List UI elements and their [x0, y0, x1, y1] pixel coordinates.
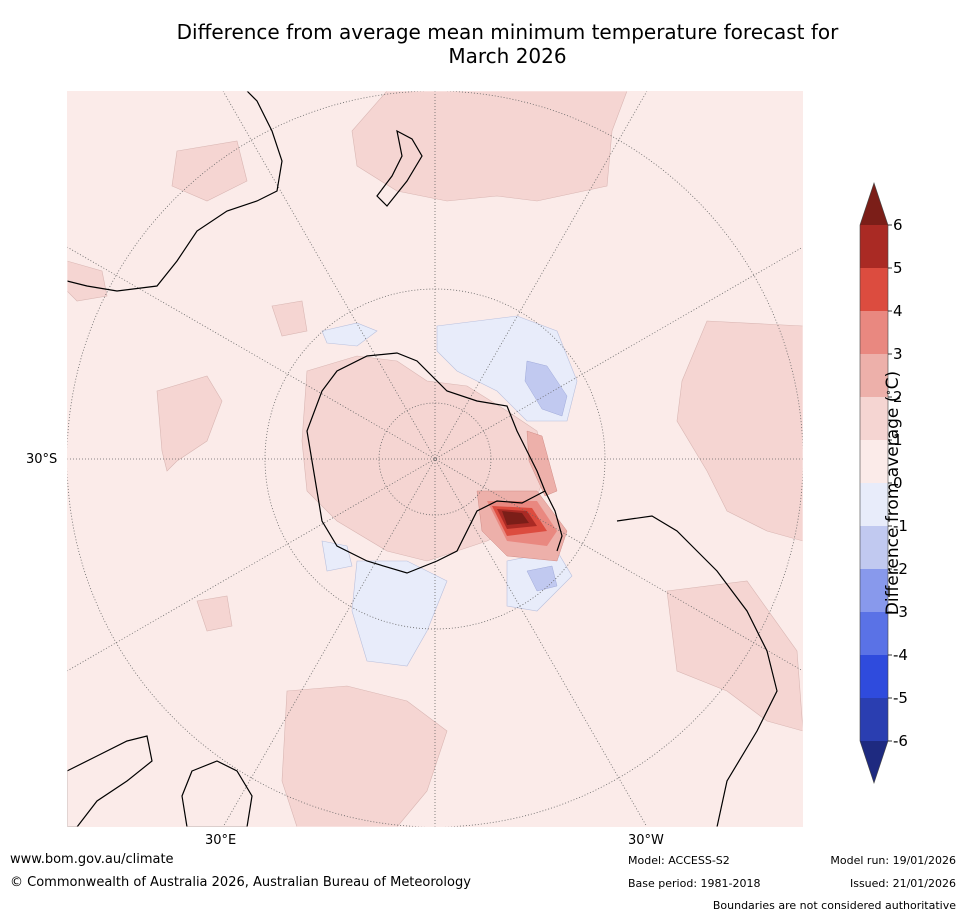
colorbar-tick-label: 0 — [893, 474, 903, 492]
coastline-antarctica — [306, 352, 546, 574]
negative-region-weddell — [351, 560, 448, 667]
colorbar-tick-label: 2 — [893, 388, 903, 406]
colorbar-tick-label: -4 — [893, 646, 908, 664]
lon-label-30w: 30°W — [628, 833, 664, 848]
chart-title: Difference from average mean minimum tem… — [60, 20, 955, 68]
model-run-text: Model run: 19/01/2026 — [830, 854, 956, 867]
colorbar-tick-label: -1 — [893, 517, 908, 535]
disclaimer-text: Boundaries are not considered authoritat… — [712, 899, 956, 912]
colorbar-segment — [860, 698, 888, 741]
colorbar-tick-label: -3 — [893, 603, 908, 621]
forecast-map — [66, 90, 804, 828]
anomaly-region-small-2 — [67, 260, 108, 302]
anomaly-region-nz — [351, 91, 628, 202]
anomaly-region-south-america — [666, 580, 803, 732]
graticule — [67, 91, 803, 827]
anomaly-region-indian-ocean — [156, 375, 223, 472]
colorbar-segment — [860, 268, 888, 311]
colorbar-tick-label: 3 — [893, 345, 903, 363]
lat-label-30s: 30°S — [26, 452, 58, 467]
meridian-330 — [222, 91, 648, 827]
issued-text: Issued: 21/01/2026 — [849, 877, 956, 890]
anomaly-1-to-2-regions — [67, 91, 803, 827]
peninsula-strip — [526, 430, 558, 497]
colorbar-segment — [860, 397, 888, 440]
colorbar-segment — [860, 569, 888, 612]
colorbar-segment — [860, 526, 888, 569]
coastline-australia — [67, 91, 283, 292]
colorbar-svg: 6 5 4 3 2 1 0 -1 -2 -3 -4 -5 -6 — [859, 182, 908, 784]
colorbar-segment — [860, 354, 888, 397]
anomaly-region-west-australia — [171, 140, 248, 202]
title-line-2: March 2026 — [448, 44, 567, 68]
coastline-madagascar — [181, 760, 253, 827]
colorbar-segment — [860, 483, 888, 526]
negative-region-small — [321, 540, 353, 572]
colorbar-extend-high — [860, 183, 888, 225]
minus-region-drake — [524, 360, 568, 417]
title-line-1: Difference from average mean minimum tem… — [176, 20, 839, 44]
anomaly-region-small-3 — [196, 595, 233, 632]
anomaly-region-small-1 — [271, 300, 308, 337]
coastline-africa — [67, 735, 153, 827]
colorbar-segment — [860, 225, 888, 268]
colorbar: 6 5 4 3 2 1 0 -1 -2 -3 -4 -5 -6 — [855, 180, 965, 785]
copyright-text: © Commonwealth of Australia 2026, Austra… — [10, 875, 471, 890]
coastline-new-zealand — [376, 129, 423, 207]
model-text: Model: ACCESS-S2 — [628, 854, 730, 867]
meridian-60 — [67, 246, 803, 672]
colorbar-tick-label: -6 — [893, 732, 908, 750]
negative-region-ross — [321, 322, 378, 347]
colorbar-tick-label: -2 — [893, 560, 908, 578]
website-link[interactable]: www.bom.gov.au/climate — [10, 852, 174, 867]
colorbar-segment — [860, 440, 888, 483]
meridian-300 — [67, 246, 803, 672]
coastline-south-america — [616, 515, 778, 827]
colorbar-tick-label: 1 — [893, 431, 903, 449]
anomaly-peninsula-hotspot — [476, 430, 568, 562]
map-svg — [66, 90, 804, 828]
base-period-text: Base period: 1981-2018 — [628, 877, 761, 890]
meridian-30 — [222, 91, 648, 827]
colorbar-extend-low — [860, 741, 888, 783]
colorbar-tick-label: 6 — [893, 216, 903, 234]
colorbar-axis-label: Difference from average (∘C) — [883, 370, 903, 616]
coastlines — [67, 91, 778, 827]
peninsula-anomaly-above-6 — [502, 511, 529, 525]
anomaly-region-east-pacific — [676, 320, 803, 542]
colorbar-segment — [860, 655, 888, 698]
colorbar-segment — [860, 311, 888, 354]
colorbar-segment — [860, 612, 888, 655]
colorbar-tick-label: -5 — [893, 689, 908, 707]
lon-label-30e: 30°E — [205, 833, 237, 848]
coastline-peninsula — [544, 490, 563, 552]
colorbar-tick-label: 4 — [893, 302, 903, 320]
colorbar-tick-label: 5 — [893, 259, 903, 277]
